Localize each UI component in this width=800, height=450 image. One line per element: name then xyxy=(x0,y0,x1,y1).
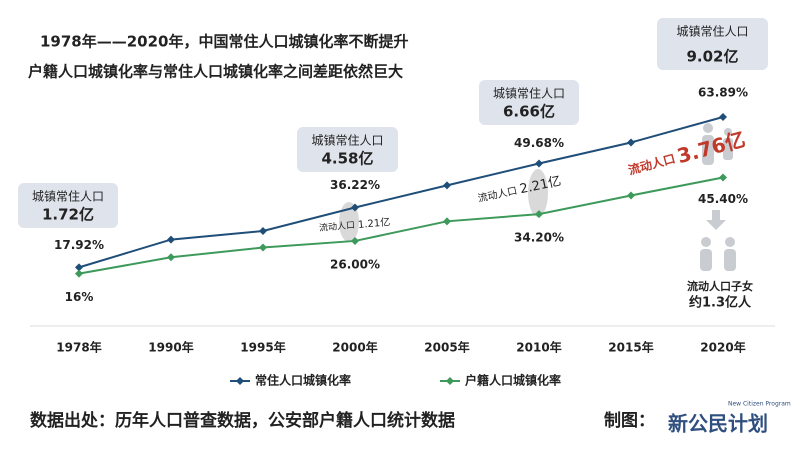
x-tick-label: 1990年 xyxy=(148,340,193,355)
floating-note: 流动人口 1.21亿 xyxy=(319,215,391,234)
annotation-box xyxy=(18,183,118,228)
children-value: 约1.3亿人 xyxy=(689,295,752,311)
point xyxy=(535,159,543,168)
point xyxy=(627,191,635,200)
data-label: 34.20% xyxy=(514,231,564,245)
credit: 制图： xyxy=(604,410,655,431)
point xyxy=(719,173,727,182)
x-tick-label: 2005年 xyxy=(424,340,469,355)
x-tick-label: 2010年 xyxy=(516,340,561,355)
gap-highlight xyxy=(339,202,359,242)
annotation-value: 4.58亿 xyxy=(321,150,373,168)
children-label: 流动人口子女 xyxy=(687,279,753,293)
annotation-value: 1.72亿 xyxy=(42,206,94,224)
legend-marker xyxy=(236,377,244,385)
chart-title: 1978年——2020年，中国常住人口城镇化率不断提升 xyxy=(40,33,409,51)
annotation-value: 9.02亿 xyxy=(686,48,738,66)
point xyxy=(259,243,267,252)
floating-label: 流动人口 xyxy=(476,184,518,205)
legend-label: 常住人口城镇化率 xyxy=(255,373,351,388)
point xyxy=(351,236,359,245)
annotation-title: 城镇常住人口 xyxy=(676,25,748,39)
data-label: 49.68% xyxy=(514,136,564,150)
logo-en: New Citizen Program xyxy=(728,401,791,408)
annotation-box xyxy=(657,18,768,70)
data-label: 26.00% xyxy=(330,257,380,271)
x-tick-label: 2000年 xyxy=(332,340,377,355)
point xyxy=(719,112,727,121)
chart-subtitle: 户籍人口城镇化率与常住人口城镇化率之间差距依然巨大 xyxy=(28,63,403,81)
annotation-value: 6.66亿 xyxy=(503,103,555,121)
logo: 新公民计划 xyxy=(668,412,768,436)
annotation-title: 城镇常住人口 xyxy=(32,190,104,204)
x-tick-label: 1995年 xyxy=(240,340,285,355)
annotation-title: 城镇常住人口 xyxy=(311,134,383,148)
point xyxy=(443,217,451,226)
annotation-box xyxy=(479,80,579,125)
legend-marker xyxy=(446,377,454,385)
point xyxy=(75,263,83,272)
annotation-box xyxy=(297,127,398,172)
point xyxy=(167,235,175,244)
floating-label: 流动人口 xyxy=(319,219,356,234)
point xyxy=(167,253,175,262)
data-label: 63.89% xyxy=(698,85,748,99)
point xyxy=(443,181,451,190)
annotation-title: 城镇常住人口 xyxy=(493,87,565,101)
floating-label: 流动人口 xyxy=(627,151,677,178)
people-icon xyxy=(700,123,736,271)
data-label: 36.22% xyxy=(330,178,380,192)
gap-highlight xyxy=(528,169,548,217)
floating-value: 1.21亿 xyxy=(357,215,390,231)
point xyxy=(627,138,635,147)
point xyxy=(535,210,543,219)
data-label: 16% xyxy=(65,290,94,304)
x-tick-label: 2020年 xyxy=(700,340,745,355)
floating-note: 流动人口 2.21亿 xyxy=(476,174,562,205)
point xyxy=(351,203,359,212)
data-label: 17.92% xyxy=(54,238,104,252)
point xyxy=(259,226,267,235)
legend-label: 户籍人口城镇化率 xyxy=(465,373,561,388)
series-line xyxy=(78,176,724,275)
x-tick-label: 2015年 xyxy=(608,340,653,355)
data-label: 45.40% xyxy=(698,192,748,206)
x-tick-label: 1978年 xyxy=(56,340,101,355)
series-line xyxy=(78,116,724,269)
source: 数据出处：历年人口普查数据，公安部户籍人口统计数据 xyxy=(30,410,455,431)
point xyxy=(75,269,83,278)
